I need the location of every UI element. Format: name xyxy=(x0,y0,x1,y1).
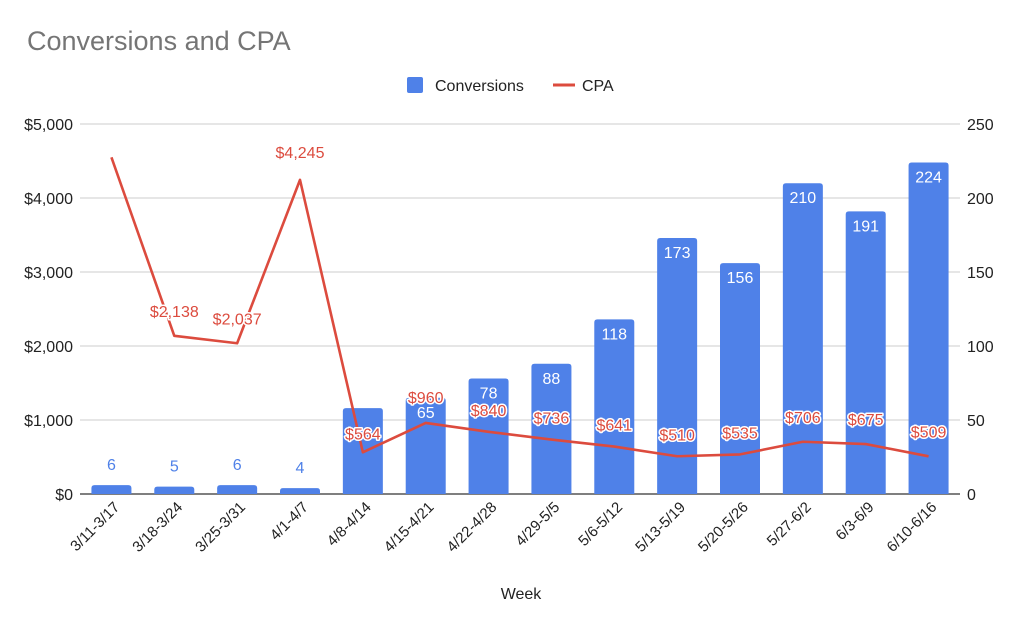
y-right-tick-label: 200 xyxy=(967,191,994,208)
conversions-data-label: 118 xyxy=(602,326,628,343)
y-right-tick-label: 100 xyxy=(967,339,994,356)
legend: Conversions CPA xyxy=(407,77,614,95)
y-right-tick-label: 0 xyxy=(967,487,976,504)
conversions-bar xyxy=(280,488,320,494)
y-left-tick-label: $2,000 xyxy=(24,339,73,356)
conversions-bar xyxy=(594,319,635,494)
conversions-data-label: 210 xyxy=(790,190,817,207)
conversions-bar xyxy=(154,486,195,494)
conversions-bar xyxy=(720,263,760,494)
right-axis-ticks: 0 50 100 150 200 250 xyxy=(967,117,994,504)
y-right-tick-label: 250 xyxy=(967,117,994,134)
cpa-data-label: $510 xyxy=(659,427,695,444)
cpa-data-label: $706 xyxy=(785,410,821,427)
conversions-data-label: 156 xyxy=(727,270,754,287)
conversions-data-label: 6 xyxy=(233,457,242,474)
cpa-data-label: $840 xyxy=(471,403,507,420)
cpa-data-label: $535 xyxy=(722,425,758,442)
cpa-data-label: $641 xyxy=(596,418,632,435)
conversions-data-label: 191 xyxy=(852,218,879,235)
legend-label-cpa: CPA xyxy=(582,78,614,95)
conversions-data-label: 224 xyxy=(915,169,942,186)
conversions-data-label: 6 xyxy=(107,457,116,474)
conversions-data-label: 78 xyxy=(480,386,498,403)
conversions-bar xyxy=(531,363,572,494)
cpa-data-label: $2,037 xyxy=(213,311,262,328)
cpa-data-label: $960 xyxy=(408,390,444,407)
x-axis-title: Week xyxy=(501,586,543,603)
conversions-bar xyxy=(657,237,698,494)
y-right-tick-label: 50 xyxy=(967,413,985,430)
y-left-tick-label: $3,000 xyxy=(24,265,73,282)
conversions-data-label: 88 xyxy=(543,371,561,388)
bars xyxy=(91,162,949,495)
legend-swatch-conversions xyxy=(407,77,423,93)
conversions-bar xyxy=(782,183,823,494)
y-left-tick-label: $4,000 xyxy=(24,191,73,208)
y-right-tick-label: 150 xyxy=(967,265,994,282)
conversions-data-label: 65 xyxy=(417,405,435,422)
cpa-data-label: $2,138 xyxy=(150,304,199,321)
chart-title: Conversions and CPA xyxy=(27,26,291,56)
cpa-data-label: $736 xyxy=(534,411,570,428)
conversions-bar xyxy=(468,378,509,494)
conversions-bar xyxy=(217,485,258,494)
conversions-bar xyxy=(405,397,446,494)
y-left-tick-label: $0 xyxy=(55,487,73,504)
conversions-bar xyxy=(908,162,949,495)
conversions-data-label: 5 xyxy=(170,459,179,476)
cpa-line-layer xyxy=(110,156,929,458)
cpa-labels: $2,138 $2,037 $4,245 $564 $960 $840 $736 $641 $5… xyxy=(148,143,948,445)
y-left-tick-label: $1,000 xyxy=(24,413,73,430)
cpa-data-label: $4,245 xyxy=(276,145,325,162)
left-axis-ticks: $0 $1,000 $2,000 $3,000 $4,000 $5,000 xyxy=(24,117,73,504)
cpa-data-label: $675 xyxy=(848,412,884,429)
legend-label-conversions: Conversions xyxy=(435,78,524,95)
conversions-bar xyxy=(91,485,132,494)
cpa-data-label: $564 xyxy=(345,426,381,443)
conversions-data-label: 4 xyxy=(296,460,305,477)
cpa-data-label: $509 xyxy=(911,424,947,441)
cpa-line xyxy=(110,156,929,458)
y-left-tick-label: $5,000 xyxy=(24,117,73,134)
conversions-data-label: 173 xyxy=(664,245,691,262)
conversions-bar xyxy=(845,211,886,494)
